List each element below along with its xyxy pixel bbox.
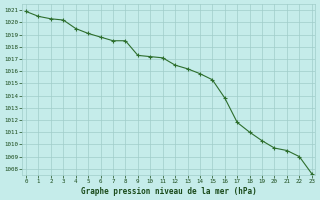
X-axis label: Graphe pression niveau de la mer (hPa): Graphe pression niveau de la mer (hPa) [81,187,257,196]
